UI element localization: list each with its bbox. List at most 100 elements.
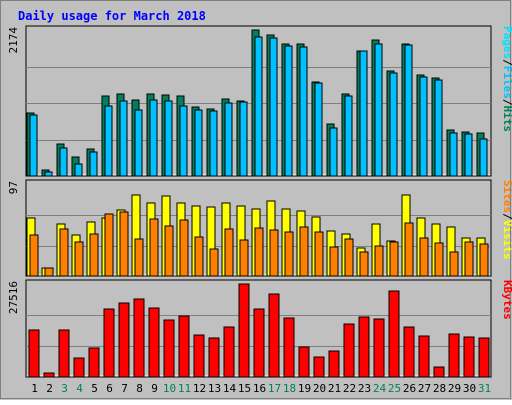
kbytes-kbytes-bar [403, 326, 415, 378]
kbytes-kbytes-bar [238, 283, 250, 378]
visits-sites-sites-bar [284, 231, 294, 277]
visits-sites-sites-bar [329, 246, 339, 277]
x-tick-label: 21 [328, 382, 341, 395]
hits-files-pages-max-label: 2174 [7, 27, 20, 54]
hits-files-pages-files-bar [269, 37, 278, 177]
visits-sites-sites-bar [239, 239, 249, 277]
kbytes-kbytes-bar [433, 366, 445, 378]
hits-files-pages-files-bar [419, 76, 428, 177]
visits-sites-sites-bar [119, 211, 129, 277]
x-tick-label: 1 [31, 382, 38, 395]
x-tick-label: 28 [433, 382, 446, 395]
visits-sites-sites-bar [209, 248, 219, 277]
visits-sites-sites-bar [404, 222, 414, 277]
hits-files-pages-files-bar [59, 147, 68, 177]
hits-files-pages-files-bar [254, 36, 263, 177]
hits-files-pages-files-bar [89, 151, 98, 177]
hits-files-pages-files-bar [134, 109, 143, 177]
hits-files-pages-files-bar [239, 101, 248, 177]
hits-files-pages-files-bar [359, 50, 368, 177]
hits-files-pages-files-bar [29, 114, 38, 177]
kbytes-kbytes-bar [208, 337, 220, 378]
visits-sites-sites-bar [419, 237, 429, 277]
visits-sites-sites-bar [449, 251, 459, 277]
kbytes-kbytes-bar [73, 357, 85, 378]
kbytes-kbytes-bar [58, 329, 70, 378]
kbytes-kbytes-bar [28, 329, 40, 378]
x-tick-label: 30 [463, 382, 476, 395]
hits-files-pages-files-bar [434, 79, 443, 177]
visits-sites-sites-bar [74, 241, 84, 277]
x-tick-label: 2 [46, 382, 53, 395]
x-tick-label: 16 [253, 382, 266, 395]
kbytes-kbytes-bar [223, 326, 235, 378]
x-tick-label: 14 [223, 382, 237, 395]
x-tick-label: 25 [388, 382, 401, 395]
visits-sites-sites-bar [134, 238, 144, 277]
visits-sites-legend-part: Sites [501, 180, 512, 213]
x-tick-label: 19 [298, 382, 311, 395]
kbytes-kbytes-bar [448, 333, 460, 378]
kbytes-legend-part: KBytes [501, 280, 512, 320]
visits-sites-sites-bar [479, 243, 489, 277]
kbytes-kbytes-bar [373, 318, 385, 378]
x-tick-label: 13 [208, 382, 221, 395]
hits-files-pages-files-bar [344, 95, 353, 177]
kbytes-kbytes-bar [388, 290, 400, 378]
hits-files-pages-files-bar [224, 102, 233, 177]
x-tick-label: 9 [151, 382, 158, 395]
x-tick-label: 17 [268, 382, 281, 395]
hits-files-pages-files-bar [479, 138, 488, 177]
hits-files-pages-files-bar [179, 105, 188, 177]
kbytes-kbytes-bar [313, 356, 325, 378]
kbytes-kbytes-bar [133, 298, 145, 378]
visits-sites-sites-bar [44, 267, 54, 277]
x-tick-label: 27 [418, 382, 431, 395]
hits-files-pages-files-bar [194, 109, 203, 177]
x-tick-label: 22 [343, 382, 356, 395]
hits-files-pages-files-bar [374, 43, 383, 177]
hits-files-pages-files-bar [389, 72, 398, 177]
kbytes-kbytes-bar [478, 337, 490, 378]
visits-sites-sites-bar [194, 236, 204, 277]
x-tick-label: 4 [76, 382, 83, 395]
visits-sites-sites-bar [179, 219, 189, 277]
kbytes-kbytes-bar [88, 347, 100, 378]
hits-files-pages-files-bar [404, 44, 413, 177]
hits-files-pages-legend-part: Pages [501, 26, 512, 59]
kbytes-kbytes-bar [163, 319, 175, 378]
kbytes-kbytes-bar [418, 335, 430, 378]
kbytes-kbytes-bar [343, 323, 355, 378]
hits-files-pages-files-bar [104, 105, 113, 177]
x-tick-label: 15 [238, 382, 251, 395]
x-tick-label: 23 [358, 382, 371, 395]
hits-files-pages-files-bar [329, 127, 338, 177]
visits-sites-sites-bar [434, 242, 444, 277]
visits-sites-sites-bar [389, 241, 399, 277]
x-tick-label: 18 [283, 382, 296, 395]
visits-sites-sites-bar [464, 241, 474, 277]
hits-files-pages-legend-part: Hits [501, 106, 512, 133]
hits-files-pages-files-bar [209, 110, 218, 177]
kbytes-legend-label: KBytes [501, 280, 512, 320]
visits-sites-sites-bar [254, 227, 264, 277]
x-tick-label: 6 [106, 382, 113, 395]
kbytes-kbytes-bar [358, 316, 370, 378]
visits-sites-sites-bar [344, 238, 354, 277]
kbytes-kbytes-bar [118, 302, 130, 378]
visits-sites-sites-bar [314, 231, 324, 277]
visits-sites-legend-separator: / [501, 213, 512, 220]
visits-sites-sites-bar [149, 218, 159, 277]
hits-files-pages-files-bar [314, 82, 323, 177]
visits-sites-sites-bar [224, 228, 234, 277]
hits-files-pages-legend-part: Files [501, 66, 512, 99]
x-tick-label: 20 [313, 382, 326, 395]
x-tick-label: 24 [373, 382, 387, 395]
visits-sites-legend-part: Visits [501, 220, 512, 260]
x-tick-label: 11 [178, 382, 191, 395]
visits-sites-sites-bar [269, 229, 279, 277]
hits-files-pages-legend-separator: / [501, 99, 512, 106]
